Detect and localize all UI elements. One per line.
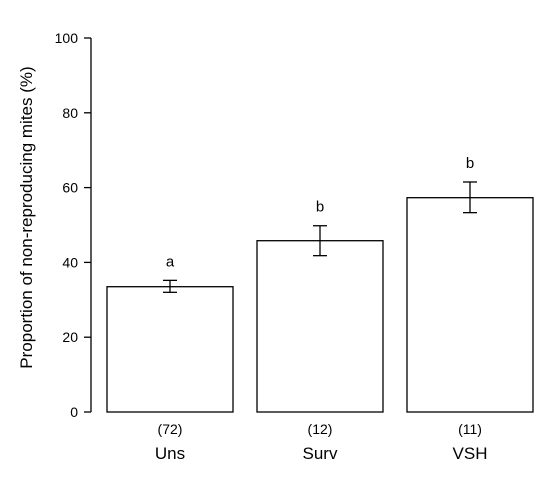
- x-category-label: VSH: [453, 444, 488, 463]
- x-category-label: Uns: [155, 444, 185, 463]
- bar-surv: [256, 240, 384, 413]
- significance-label: b: [466, 155, 474, 172]
- y-tick-label: 0: [70, 404, 78, 420]
- y-tick-label: 20: [62, 329, 78, 345]
- y-tick-label: 100: [55, 30, 79, 46]
- significance-label: a: [166, 253, 175, 270]
- y-axis: 0 20 40 60 80 100: [55, 30, 92, 420]
- sample-size-label: (12): [308, 421, 333, 437]
- sample-size-label: (11): [458, 421, 482, 437]
- y-tick-label: 40: [62, 254, 78, 270]
- y-tick-label: 60: [62, 180, 78, 196]
- sample-size-label: (72): [158, 421, 183, 437]
- significance-label: b: [316, 199, 324, 216]
- y-axis-title: Proportion of non-reproducing mites (%): [17, 66, 36, 368]
- y-tick-label: 80: [62, 105, 78, 121]
- bar-vsh: [406, 197, 534, 413]
- bars-group: a (72) Uns b (12) Surv b (11) VSH: [106, 155, 534, 463]
- bar-uns: [106, 286, 234, 413]
- x-category-label: Surv: [303, 444, 338, 463]
